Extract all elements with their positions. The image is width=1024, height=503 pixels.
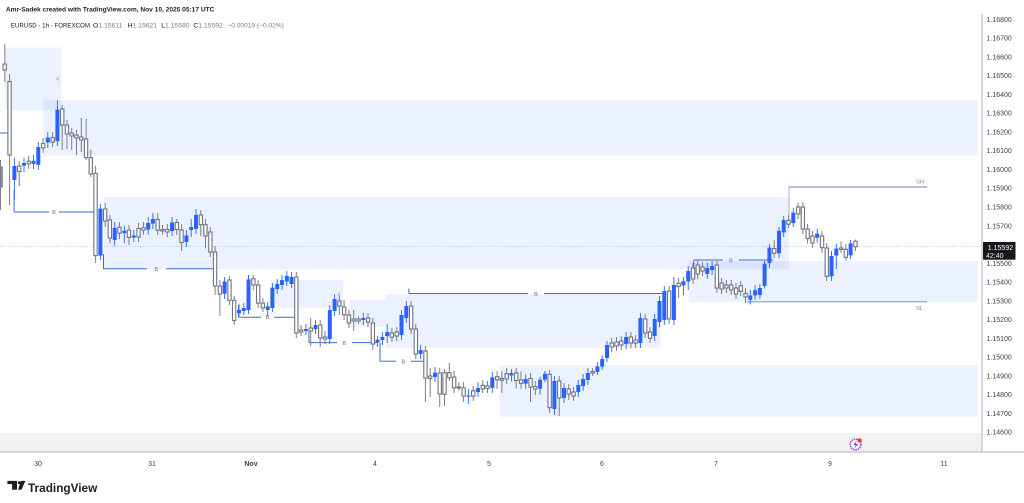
svg-text:1.14800: 1.14800 [987,392,1012,399]
svg-text:1.16200: 1.16200 [987,130,1012,137]
svg-text:1.16100: 1.16100 [987,148,1012,155]
svg-text:−0.00019 (−0.02%): −0.00019 (−0.02%) [227,22,283,29]
svg-text:9: 9 [828,461,832,468]
svg-text:1.16400: 1.16400 [987,92,1012,99]
svg-text:4: 4 [56,77,59,83]
svg-text:1.15300: 1.15300 [987,298,1012,305]
svg-text:TradingView: TradingView [28,481,98,495]
svg-text:B: B [155,267,159,273]
svg-text:B: B [52,210,56,216]
svg-text:1.15400: 1.15400 [987,280,1012,287]
svg-text:1.15000: 1.15000 [987,355,1012,362]
svg-text:B: B [343,341,347,347]
svg-text:5: 5 [487,461,491,468]
svg-text:1.15500: 1.15500 [987,261,1012,268]
svg-text:1.14700: 1.14700 [987,411,1012,418]
svg-text:EURUSD - 1h - FOREXCOM: EURUSD - 1h - FOREXCOM [11,22,90,29]
svg-text:B: B [729,259,733,265]
svg-text:30: 30 [34,461,42,468]
svg-text:1.16700: 1.16700 [987,36,1012,43]
svg-text:4: 4 [373,461,377,468]
svg-text:L1.15580: L1.15580 [161,22,190,29]
svg-text:1.14600: 1.14600 [987,430,1012,437]
svg-text:1.16300: 1.16300 [987,111,1012,118]
svg-text:1.16600: 1.16600 [987,54,1012,61]
svg-text:H1.15621: H1.15621 [128,22,158,29]
svg-text:11: 11 [940,461,947,468]
svg-text:1.16500: 1.16500 [987,73,1012,80]
svg-text:7: 7 [714,461,718,468]
svg-text:42:40: 42:40 [986,253,1004,260]
svg-text:1.16800: 1.16800 [987,17,1012,24]
svg-text:31: 31 [148,461,156,468]
svg-text:1.15800: 1.15800 [987,205,1012,212]
svg-text:1.15592: 1.15592 [988,245,1013,252]
svg-text:1.14900: 1.14900 [987,373,1012,380]
svg-text:Nov: Nov [244,461,257,468]
svg-text:1.15100: 1.15100 [987,336,1012,343]
svg-text:B: B [266,315,270,321]
svg-text:1.16000: 1.16000 [987,167,1012,174]
svg-text:6: 6 [600,461,604,468]
svg-text:Amr-Sadek created with Trading: Amr-Sadek created with TradingView.com, … [6,7,215,14]
svg-text:SL: SL [916,306,924,312]
svg-text:O1.15611: O1.15611 [93,22,123,29]
svg-text:1.15900: 1.15900 [987,186,1012,193]
svg-text:B: B [402,360,406,366]
svg-text:B: B [534,292,538,298]
svg-text:1.15700: 1.15700 [987,223,1012,230]
svg-text:4: 4 [337,292,340,298]
svg-text:1.15200: 1.15200 [987,317,1012,324]
svg-text:SH: SH [916,180,924,186]
svg-text:C1.15592: C1.15592 [193,22,223,29]
